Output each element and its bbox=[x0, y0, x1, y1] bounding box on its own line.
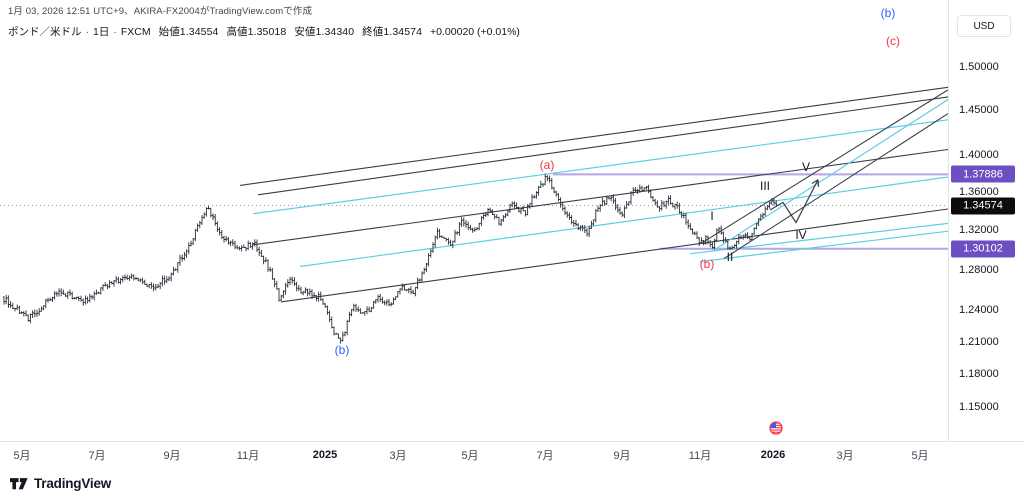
symbol-legend[interactable]: ポンド／米ドル · 1日 · FXCM 始値1.34554 高値1.35018 … bbox=[8, 24, 520, 39]
time-tick-2026: 2026 bbox=[760, 448, 786, 461]
time-tick-3月: 3月 bbox=[836, 449, 854, 462]
projection-arrowhead bbox=[817, 179, 820, 187]
time-tick-11月: 11月 bbox=[688, 449, 712, 462]
symbol-title[interactable]: ポンド／米ドル bbox=[8, 26, 82, 38]
open-value: 始値1.34554 bbox=[158, 26, 219, 38]
time-tick-5月: 5月 bbox=[461, 449, 479, 462]
candlestick-series bbox=[2, 173, 778, 344]
price-tick-1.45000: 1.45000 bbox=[959, 104, 999, 117]
close-value: 終値1.34574 bbox=[362, 26, 423, 38]
time-tick-2025: 2025 bbox=[312, 448, 338, 461]
us-flag-economic-event[interactable] bbox=[769, 421, 783, 435]
time-tick-9月: 9月 bbox=[613, 449, 631, 462]
price-badge-1.37886: 1.37886 bbox=[951, 165, 1015, 183]
trendline-channel-mid[interactable] bbox=[252, 148, 948, 246]
time-tick-3月: 3月 bbox=[389, 449, 407, 462]
trendline-steep-wave-channel-top[interactable] bbox=[701, 89, 948, 244]
high-value: 高値1.35018 bbox=[226, 26, 287, 38]
time-axis[interactable]: 5月 7月 9月 11月 2025 3月 5月 7月 9月 11月 2026 3月 5月 bbox=[0, 441, 1024, 468]
price-tick-1.24000: 1.24000 bbox=[959, 304, 999, 317]
time-tick-7月: 7月 bbox=[536, 449, 554, 462]
time-tick-11月: 11月 bbox=[236, 449, 260, 462]
price-tick-1.36000: 1.36000 bbox=[959, 186, 999, 198]
time-tick-7月: 7月 bbox=[88, 449, 106, 462]
trendline-cyan-support-2[interactable] bbox=[699, 230, 948, 263]
projection-arrow[interactable] bbox=[769, 179, 819, 224]
time-tick-9月: 9月 bbox=[163, 449, 181, 462]
price-chart[interactable] bbox=[0, 0, 948, 441]
change-value: +0.00020 (+0.01%) bbox=[430, 25, 520, 38]
price-tick-1.32000: 1.32000 bbox=[959, 224, 999, 237]
tradingview-logo-icon bbox=[10, 477, 28, 489]
price-tick-1.40000: 1.40000 bbox=[959, 148, 999, 161]
currency-unit-button[interactable]: USD bbox=[957, 15, 1011, 37]
chart-attribution: 1月 03, 2026 12:51 UTC+9、AKIRA-FX2004がTra… bbox=[8, 6, 313, 17]
price-tick-1.21000: 1.21000 bbox=[959, 335, 999, 348]
trendline-cyan-channel-1[interactable] bbox=[252, 119, 948, 215]
interval-label[interactable]: 1日 bbox=[93, 26, 110, 38]
legend-separator: · bbox=[113, 25, 117, 38]
price-axis[interactable]: USD 1.50000 1.45000 1.40000 1.36000 1.32000 1… bbox=[948, 0, 1024, 466]
trendline-steep-cyan-midline[interactable] bbox=[712, 98, 948, 252]
price-tick-1.15000: 1.15000 bbox=[959, 400, 999, 413]
trendline-cyan-support-1[interactable] bbox=[689, 222, 948, 255]
footer-bar: TradingView bbox=[0, 467, 1024, 501]
price-tick-1.50000: 1.50000 bbox=[959, 60, 999, 73]
price-badge-1.30102: 1.30102 bbox=[951, 240, 1015, 258]
tradingview-logo[interactable]: TradingView bbox=[10, 476, 111, 491]
time-tick-5月: 5月 bbox=[911, 449, 929, 462]
price-tick-1.18000: 1.18000 bbox=[959, 367, 999, 380]
price-tick-1.28000: 1.28000 bbox=[959, 263, 999, 276]
price-badge-1.34574: 1.34574 bbox=[951, 197, 1015, 214]
legend-separator: · bbox=[85, 25, 90, 38]
exchange-label: FXCM bbox=[120, 25, 151, 38]
time-tick-5月: 5月 bbox=[13, 449, 31, 462]
trendline-upper-channel-top-2[interactable] bbox=[257, 96, 948, 196]
tradingview-logo-text: TradingView bbox=[34, 476, 112, 491]
trendline-channel-bottom[interactable] bbox=[280, 208, 948, 303]
trendline-cyan-channel-2[interactable] bbox=[299, 176, 948, 268]
projection-arrowhead bbox=[811, 179, 819, 185]
low-value: 安値1.34340 bbox=[294, 26, 355, 38]
trendline-upper-channel-top[interactable] bbox=[239, 86, 948, 186]
trendline-steep-wave-channel-bottom[interactable] bbox=[723, 113, 948, 260]
